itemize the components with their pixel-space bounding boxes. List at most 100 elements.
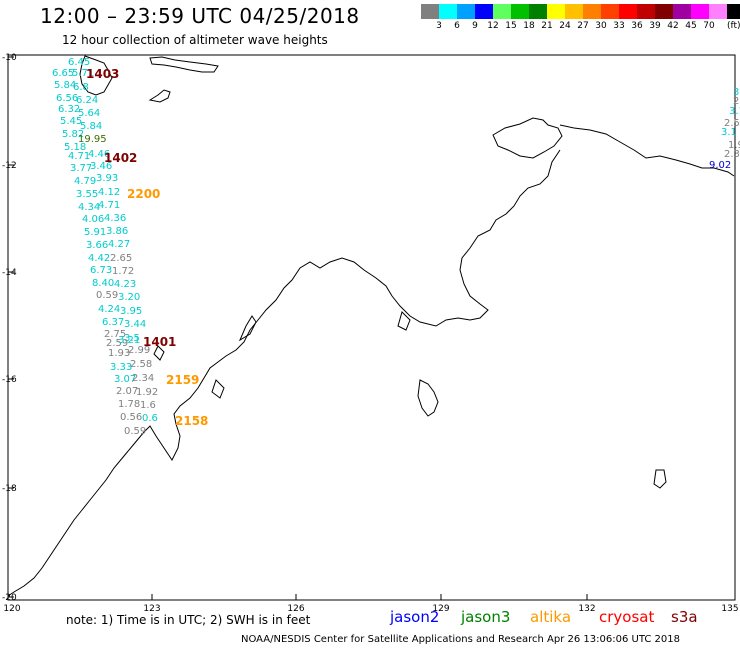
- wave-height-value: 4.34: [78, 202, 100, 213]
- wave-height-value: 4.27: [108, 239, 130, 250]
- wave-height-value: 6.37: [102, 317, 124, 328]
- coastline: [7, 55, 735, 597]
- wave-height-value: 3.86: [106, 226, 128, 237]
- lon-label: 123: [143, 604, 160, 614]
- inlet-1: [238, 315, 257, 342]
- wave-height-value: 4.42: [88, 253, 110, 264]
- wave-height-value: 3.95: [120, 306, 142, 317]
- color-swatch: [457, 4, 475, 19]
- wave-height-value: 3.20: [118, 292, 140, 303]
- lon-label: 129: [432, 604, 449, 614]
- wave-height-value: 4.36: [104, 213, 126, 224]
- color-scale-label: 18: [523, 21, 535, 31]
- color-swatch: [565, 4, 583, 19]
- lat-label: -18: [2, 484, 17, 494]
- color-scale-label: 9: [472, 21, 478, 31]
- wave-height-value: 4.06: [82, 214, 104, 225]
- ne-arnhem-coast: [559, 124, 735, 177]
- color-scale-label: 27: [577, 21, 589, 31]
- wave-height-value: 9.02: [709, 160, 731, 171]
- melville-bay-islet: [417, 379, 439, 417]
- color-scale-label: 3: [436, 21, 442, 31]
- wave-height-value: 5.71: [72, 68, 94, 79]
- satellite-label-jason2: jason2: [390, 608, 440, 626]
- wave-height-value: 3.44: [124, 319, 146, 330]
- lon-labels: 120 123 126 129 132 135: [3, 604, 738, 614]
- map-title: 12:00 – 23:59 UTC 04/25/2018: [40, 4, 360, 28]
- tip-island-east: [492, 117, 563, 159]
- lon-label: 120: [3, 604, 20, 614]
- wave-height-value: 2.65: [110, 253, 132, 264]
- map-subtitle: 12 hour collection of altimeter wave hei…: [62, 33, 328, 47]
- wave-height-value: 5.45: [60, 116, 82, 127]
- color-swatch: [439, 4, 457, 19]
- color-scale-label: 36: [631, 21, 643, 31]
- map-frame: [7, 54, 736, 601]
- lon-label: 135: [721, 604, 738, 614]
- timor-island: [79, 55, 113, 96]
- wave-height-value: 6.65: [52, 68, 74, 79]
- wave-height-value: 0.56: [120, 412, 142, 423]
- color-swatch: [421, 4, 439, 19]
- wave-height-value: 1.99: [728, 140, 740, 151]
- lat-ticks: [8, 56, 14, 598]
- wave-height-value: 2.34: [724, 149, 740, 160]
- wave-height-value: 6.73: [90, 265, 112, 276]
- wave-height-observations: 6.456.655.715.846.86.566.246.325.645.455…: [52, 57, 740, 437]
- wave-height-value: 3.55: [76, 189, 98, 200]
- satellite-label-s3a: s3a: [671, 608, 698, 626]
- pass-time-label: 2200: [127, 187, 160, 201]
- wave-height-value: 2.75: [104, 329, 126, 340]
- wave-height-value: 5.84: [54, 80, 76, 91]
- wave-height-value: 3.93: [96, 173, 118, 184]
- footer-credit: NOAA/NESDIS Center for Satellite Applica…: [241, 634, 680, 645]
- inlet-3: [211, 379, 225, 399]
- color-swatch: [619, 4, 637, 19]
- inlet-4: [153, 345, 165, 361]
- color-scale-label: 12: [487, 21, 499, 31]
- northern-island-upper: [149, 56, 219, 73]
- color-swatch: [547, 4, 565, 19]
- color-scale-bar: [421, 4, 740, 19]
- color-swatch: [583, 4, 601, 19]
- color-scale-label: 24: [559, 21, 571, 31]
- northern-island-small: [148, 89, 171, 103]
- pass-time-label: 1402: [104, 151, 137, 165]
- wave-height-value: 3.5: [124, 333, 140, 344]
- color-scale-label: 45: [685, 21, 697, 31]
- wave-height-value: 6.45: [68, 57, 90, 68]
- wave-height-value: 2.5: [724, 118, 740, 129]
- pass-times: 1403 1402 2200 1401 2159 2158: [86, 67, 208, 428]
- lon-ticks: [151, 594, 588, 600]
- color-swatch: [511, 4, 529, 19]
- satellite-label-altika: altika: [530, 608, 572, 626]
- wave-height-value: 4.71: [68, 151, 90, 162]
- color-swatch: [637, 4, 655, 19]
- wave-height-value: 3.1: [729, 106, 740, 117]
- color-swatch: [691, 4, 709, 19]
- wave-height-value: 1.72: [112, 266, 134, 277]
- color-swatch: [673, 4, 691, 19]
- wave-height-value: 4.12: [98, 187, 120, 198]
- wave-height-value: 2.58: [130, 359, 152, 370]
- wave-height-value: 3.66: [86, 240, 108, 251]
- wave-height-value: 2.: [733, 96, 740, 107]
- footer-note: note: 1) Time is in UTC; 2) SWH is in fe…: [66, 613, 311, 627]
- wave-height-value: 3.21: [118, 335, 140, 346]
- pass-time-label: 1403: [86, 67, 119, 81]
- wave-height-value: 1.93: [108, 348, 130, 359]
- color-scale-label: 21: [541, 21, 553, 31]
- wave-height-value: 6.24: [76, 95, 98, 106]
- color-scale-label: 42: [667, 21, 679, 31]
- lat-label: -12: [2, 161, 17, 171]
- wave-height-value: 3.1: [721, 127, 737, 138]
- wave-height-value: 6.56: [56, 93, 78, 104]
- wave-height-value: 3.77: [70, 163, 92, 174]
- wave-height-value: 8.40: [92, 278, 114, 289]
- color-scale-label: 6: [454, 21, 460, 31]
- color-scale-legend: 3 6 9 12 15 18 21 24 27 30 33 36 39 42 45 70 (ft): [421, 4, 740, 31]
- wave-height-value: 4.46: [88, 149, 110, 160]
- wave-height-value: 5.64: [78, 108, 100, 119]
- lat-labels: -10 -12 -14 -16 -18 -20: [2, 53, 17, 603]
